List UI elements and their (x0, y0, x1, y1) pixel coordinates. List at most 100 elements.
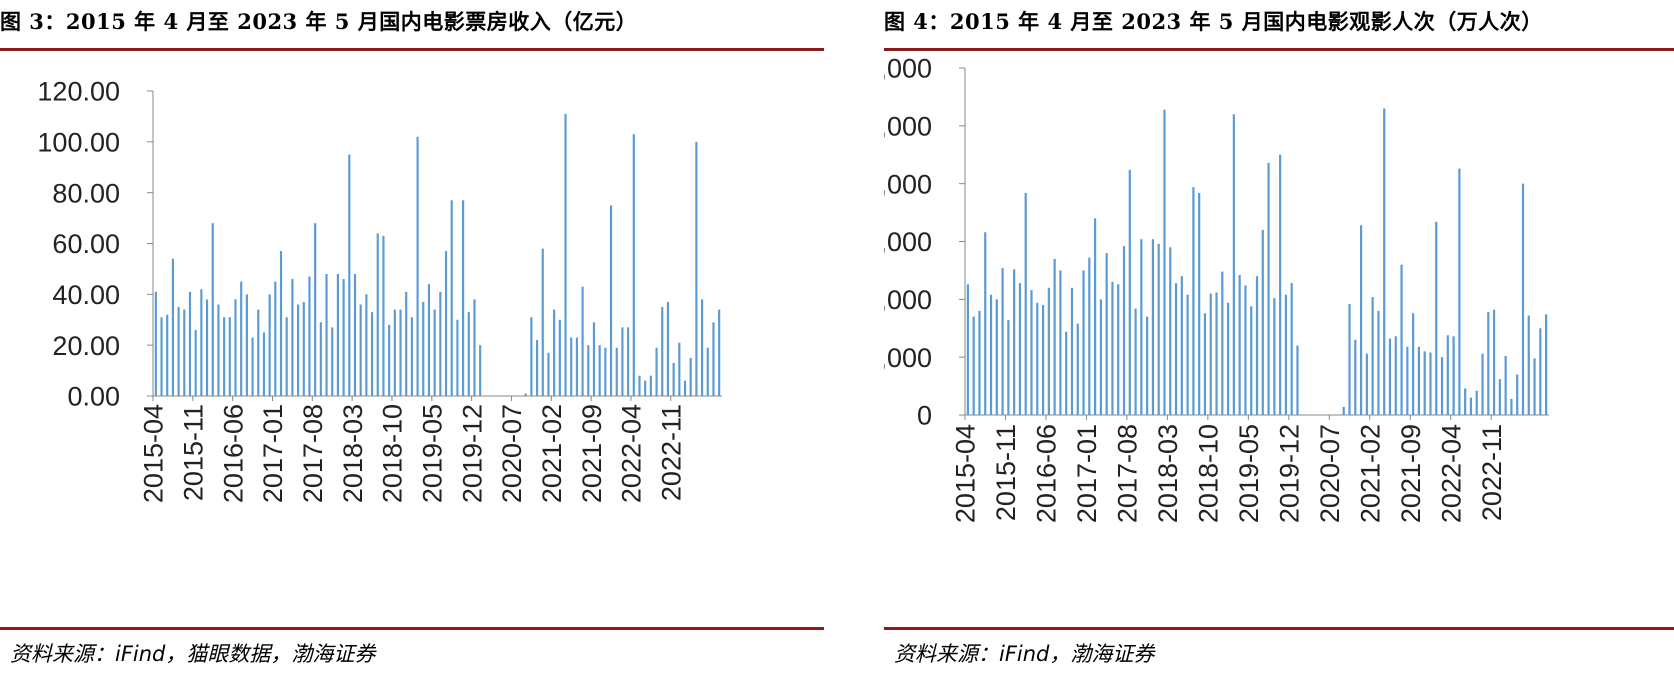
bar (1533, 358, 1536, 415)
bar (433, 309, 436, 396)
bar (211, 223, 214, 396)
x-tick-label: 2016-06 (1032, 424, 1062, 523)
bar (683, 380, 687, 396)
bar (989, 294, 993, 415)
bar (399, 309, 402, 396)
y-tick-label: 15,000 (884, 227, 932, 257)
bar (365, 294, 368, 396)
bar (177, 307, 180, 396)
bar (558, 319, 561, 396)
bar (1244, 285, 1247, 415)
x-tick-label: 2019-05 (418, 404, 448, 503)
bar (1070, 287, 1074, 415)
bar (171, 258, 174, 396)
source-note: 资料来源：iFind，渤海证券 (894, 642, 1155, 666)
bar (632, 134, 635, 396)
bar (473, 299, 476, 396)
bar (183, 309, 186, 396)
bar (1435, 221, 1438, 415)
bar (1475, 390, 1478, 415)
bar (1076, 323, 1079, 415)
y-tick-label: 80.00 (52, 178, 120, 208)
bar (416, 136, 419, 396)
bar (1024, 192, 1027, 415)
bar (1394, 336, 1397, 415)
bar (427, 284, 431, 396)
bar (444, 251, 448, 397)
bar (1440, 357, 1444, 415)
bar (1261, 229, 1264, 415)
bar (966, 284, 969, 415)
x-tick-label: 2018-03 (1153, 424, 1183, 523)
bar (240, 281, 243, 397)
bar (570, 337, 573, 396)
admissions-bar-chart: 0 5,000 10,000 15,000 20,000 25,000 30,000 2015… (884, 54, 1549, 523)
bar (592, 322, 596, 396)
bar (205, 299, 209, 396)
bar (257, 309, 260, 396)
bar (188, 291, 192, 396)
x-tick-label: 2015-11 (179, 404, 209, 501)
x-tick-label: 2018-10 (1194, 424, 1224, 523)
bar (1354, 339, 1357, 415)
bar (661, 307, 664, 396)
bar (541, 248, 544, 396)
bar (376, 233, 379, 396)
x-tick-label: 2016-06 (218, 404, 248, 503)
bar (234, 299, 237, 396)
bar (995, 299, 998, 415)
bar (251, 337, 254, 396)
x-tick-label: 2022-11 (657, 404, 687, 501)
bar (524, 393, 527, 396)
bar (1186, 294, 1189, 415)
bar (1099, 299, 1102, 415)
x-tick-label: 2018-03 (338, 404, 368, 503)
bar (564, 113, 567, 397)
bar (1209, 293, 1212, 415)
bar (1122, 246, 1126, 415)
bar (1371, 297, 1374, 415)
bar (1140, 239, 1143, 415)
bar (314, 223, 317, 396)
x-tick-label: 2021-02 (537, 404, 567, 503)
bar (1151, 239, 1155, 415)
bar (1163, 109, 1166, 415)
bar (615, 347, 618, 396)
bar (1417, 346, 1420, 415)
bar (297, 304, 300, 396)
bar (160, 317, 163, 396)
bar (462, 200, 465, 396)
bar (1412, 313, 1415, 415)
bar (1527, 315, 1530, 415)
bar (1082, 270, 1085, 415)
bar (154, 291, 157, 396)
chart-panel-admissions: 图 4：2015 年 4 月至 2023 年 5 月国内电影观影人次（万人次） … (884, 0, 1674, 681)
bar (1342, 406, 1345, 415)
bar (308, 276, 311, 396)
bar (972, 316, 975, 415)
bar (1117, 284, 1120, 415)
bar (1221, 271, 1224, 415)
y-tick-label: 20,000 (884, 169, 932, 199)
bar (348, 154, 351, 396)
bar (1007, 320, 1010, 415)
bar (1464, 388, 1467, 415)
x-tick-label: 2017-08 (1113, 424, 1143, 523)
bar (575, 337, 578, 396)
bar (1516, 374, 1519, 415)
footer-rule (884, 627, 1674, 630)
y-tick-label: 10,000 (884, 285, 932, 315)
bar (1013, 269, 1016, 415)
x-tick-label: 2019-05 (1234, 424, 1264, 523)
bar (200, 289, 203, 396)
bar (325, 274, 328, 396)
bar (1105, 253, 1108, 415)
chart-title: 图 3：2015 年 4 月至 2023 年 5 月国内电影票房收入（亿元） (0, 9, 638, 34)
bar (223, 317, 226, 396)
bar (672, 362, 675, 396)
bar (217, 304, 220, 396)
bar (984, 232, 987, 415)
y-tick-label: 60.00 (52, 229, 120, 259)
bar (405, 291, 408, 396)
x-tick-label: 2017-01 (1072, 424, 1102, 523)
